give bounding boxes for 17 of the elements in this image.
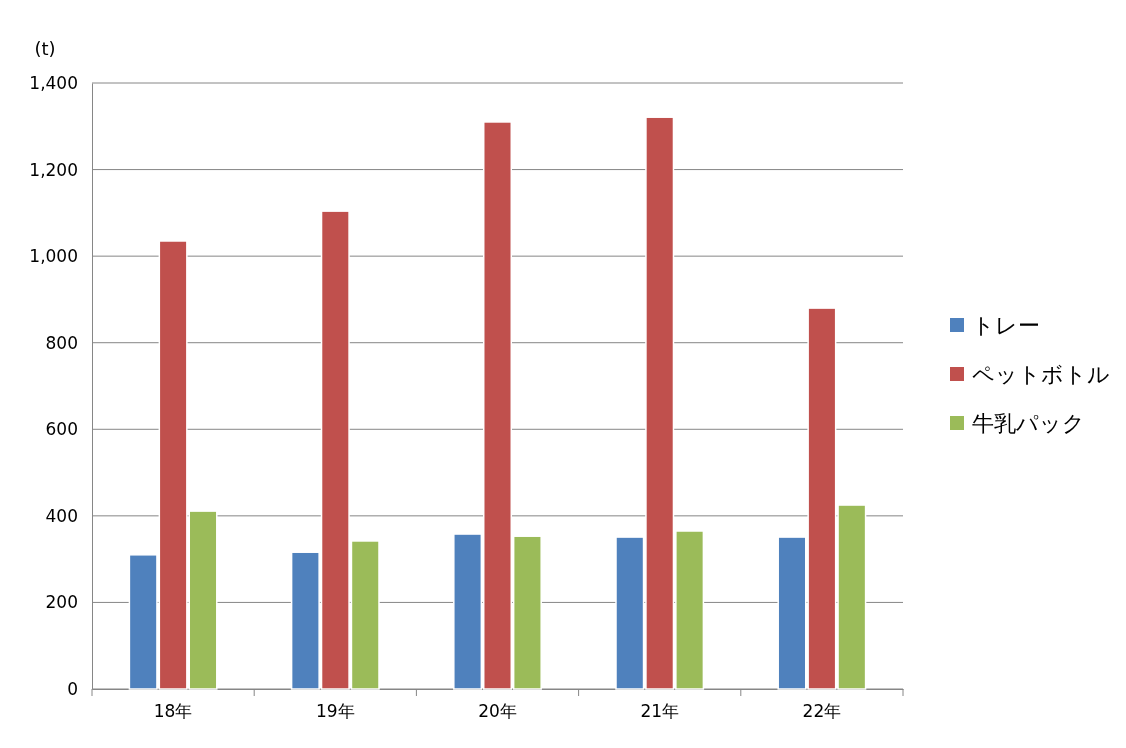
x-tick-label: 22年 [802, 701, 842, 722]
legend-label: ペットボトル [972, 362, 1110, 387]
y-tick-label: 800 [45, 332, 78, 353]
y-axis-title: (t) [34, 38, 56, 59]
y-tick-label: 200 [45, 592, 78, 613]
x-tick-label: 18年 [153, 701, 193, 722]
y-tick-label: 1,200 [29, 159, 78, 180]
y-tick-label: 400 [45, 505, 78, 526]
y-tick-label: 1,000 [29, 246, 78, 267]
y-tick-label: 600 [45, 419, 78, 440]
y-tick-label: 0 [67, 678, 78, 699]
x-tick-label: 21年 [640, 701, 680, 722]
legend-label: 牛乳パック [972, 411, 1085, 436]
y-tick-label: 1,400 [29, 72, 78, 93]
legend-label: トレー [972, 313, 1040, 338]
x-tick-label: 20年 [478, 701, 517, 722]
x-tick-label: 19年 [315, 701, 355, 722]
